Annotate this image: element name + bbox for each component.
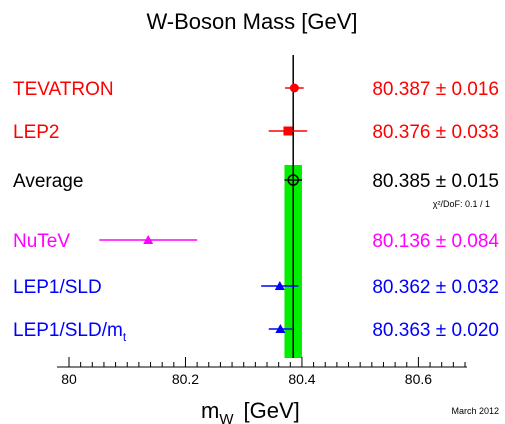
x-tick-label: 80.2 xyxy=(172,371,199,387)
measurement-label-main: NuTeV xyxy=(13,231,70,252)
measurement-value: 80.362 ± 0.032 xyxy=(372,277,499,298)
date-note: March 2012 xyxy=(451,406,499,416)
data-point xyxy=(275,324,286,333)
x-tick-label: 80.6 xyxy=(405,371,432,387)
measurement-label-main: LEP1/SLD xyxy=(13,277,102,298)
x-axis-label-sub: W xyxy=(219,411,234,424)
measurement-label: NuTeV xyxy=(13,231,70,252)
data-point xyxy=(274,281,285,290)
x-tick-label: 80.4 xyxy=(288,371,315,387)
measurement-value: 80.387 ± 0.016 xyxy=(372,79,499,100)
measurement-value: 80.385 ± 0.015 xyxy=(372,171,499,192)
data-point xyxy=(143,235,154,244)
measurement-row: TEVATRON 80.387 ± 0.016 xyxy=(13,79,499,100)
measurement-label-main: TEVATRON xyxy=(13,79,114,100)
data-point xyxy=(283,126,293,136)
measurement-row: LEP2 80.376 ± 0.033 xyxy=(13,122,499,143)
measurement-label-main: Average xyxy=(13,171,83,192)
measurement-label: Average xyxy=(13,171,83,192)
measurement-label: TEVATRON xyxy=(13,79,114,100)
x-tick-label: 80 xyxy=(61,371,77,387)
measurement-label-main: LEP1/SLD/m xyxy=(13,320,123,341)
x-axis-label: mW [GeV] xyxy=(201,398,300,424)
measurement-label-main: LEP2 xyxy=(13,122,59,143)
measurement-label: LEP1/SLD xyxy=(13,277,102,298)
measurement-row: Average 80.385 ± 0.015 χ²/DoF: 0.1 / 1 xyxy=(13,171,499,209)
measurement-note: χ²/DoF: 0.1 / 1 xyxy=(433,199,490,209)
data-point xyxy=(289,83,299,93)
x-axis-label-main: m xyxy=(201,398,219,423)
measurement-row: NuTeV 80.136 ± 0.084 xyxy=(13,231,499,252)
measurement-rows: TEVATRON 80.387 ± 0.016 LEP2 80.376 ± 0.033… xyxy=(13,79,499,344)
measurement-label: LEP1/SLD/mt xyxy=(13,320,127,344)
measurement-value: 80.376 ± 0.033 xyxy=(372,122,499,143)
data-point xyxy=(287,174,299,186)
measurement-label: LEP2 xyxy=(13,122,59,143)
measurement-label-sub: t xyxy=(123,330,127,344)
measurement-row: LEP1/SLD 80.362 ± 0.032 xyxy=(13,277,499,298)
x-axis: 80 80.2 80.4 80.6 xyxy=(57,357,467,387)
measurement-value: 80.136 ± 0.084 xyxy=(372,231,499,252)
measurement-row: LEP1/SLD/mt 80.363 ± 0.020 xyxy=(13,320,499,344)
measurement-value: 80.363 ± 0.020 xyxy=(372,320,499,341)
chart-title: W-Boson Mass [GeV] xyxy=(146,9,357,34)
x-axis-label-unit: [GeV] xyxy=(244,398,300,423)
